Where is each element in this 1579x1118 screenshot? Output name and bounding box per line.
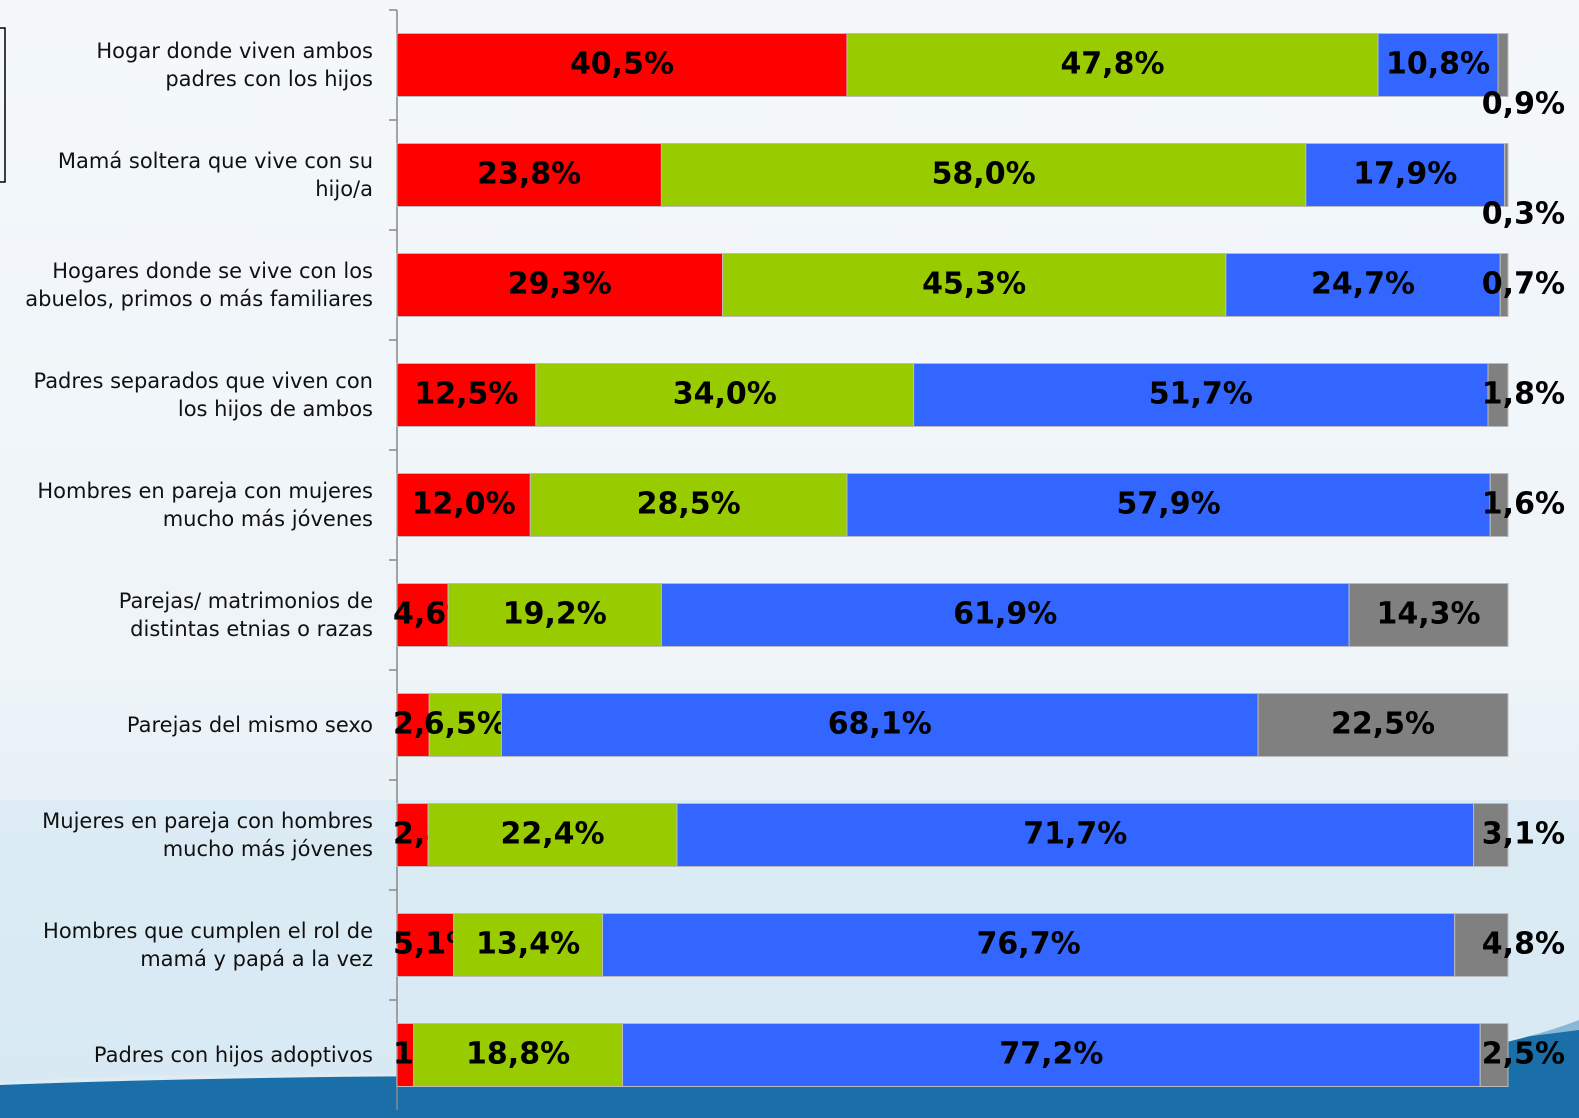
value-label: 23,8% [477,157,581,192]
bar-segment [913,363,1489,427]
value-label: 2,5% [1482,1037,1565,1072]
bar-segment [453,913,604,977]
category-label: Parejas/ matrimonios de distintas etnias… [118,589,373,641]
bar-segment [413,1023,624,1087]
bar-segment [427,803,678,867]
bar-segment [1504,143,1509,207]
value-label: 51,7% [1149,377,1253,412]
value-label: 61,9% [953,597,1057,632]
value-label: 76,7% [977,927,1081,962]
bar-segment [722,253,1227,317]
bar-segment [1305,143,1506,207]
value-label: 34,0% [673,377,777,412]
bar-segment [602,913,1456,977]
value-label: 6,5% [424,707,507,742]
value-label: 18,8% [466,1037,570,1072]
bar-segment [447,583,662,647]
value-label: 0,9% [1482,87,1565,122]
value-label: 10,8% [1386,47,1490,82]
category-label: Parejas del mismo sexo [126,713,373,737]
value-label: 45,3% [922,267,1026,302]
bar-segment [1479,1023,1509,1087]
category-label: Hogares donde se vive con los abuelos, p… [25,259,373,311]
bar-segment [1377,33,1499,97]
value-label: 1,8% [1482,377,1565,412]
value-label: 13,4% [476,927,580,962]
bar-segment [676,803,1475,867]
bar-segment [1473,803,1509,867]
wave [0,1020,1579,1118]
value-label: 17,9% [1353,157,1457,192]
bar-segment [1497,33,1509,97]
bar-segment [396,803,429,867]
value-label: 40,5% [570,47,674,82]
value-label: 12,0% [412,487,516,522]
category-label: Hombres en pareja con mujeres mucho más … [37,479,373,531]
value-label: 22,4% [501,817,605,852]
category-label: Hombres que cumplen el rol de mamá y pap… [43,919,373,971]
bar-segment [396,583,449,647]
value-label: 3,1% [1482,817,1565,852]
value-label: 14,3% [1377,597,1481,632]
bar-segment [396,253,724,317]
value-label: 77,2% [999,1037,1103,1072]
value-label: 71,7% [1023,817,1127,852]
value-label: 19,2% [503,597,607,632]
value-label: 24,7% [1311,267,1415,302]
category-label: Mujeres en pareja con hombres mucho más … [42,809,373,861]
value-label: 4,8% [1482,927,1565,962]
bar-segment [622,1023,1481,1087]
value-label: 22,5% [1331,707,1435,742]
value-label: 0,7% [1482,267,1565,302]
bar-segment [660,583,1350,647]
value-label: 1,6% [1482,487,1565,522]
value-label: 12,5% [414,377,518,412]
bar-segment [1489,473,1509,537]
bar-segment [396,33,848,97]
category-label: Mamá soltera que vive con su hijo/a [57,149,373,201]
bar-segment [1225,253,1501,317]
bar-segment [500,693,1259,757]
value-label: 57,9% [1117,487,1221,522]
category-label: Hogar donde viven ambos padres con los h… [96,39,373,91]
value-label: 0,3% [1482,197,1565,232]
value-label: 58,0% [932,157,1036,192]
bar-segment [535,363,915,427]
value-label: 47,8% [1060,47,1164,82]
bar-segment [396,913,455,977]
value-label: 28,5% [637,487,741,522]
category-label: Padres separados que viven con los hijos… [33,369,373,421]
legend-frame [0,27,6,183]
bar-segment [660,143,1307,207]
value-label: 68,1% [828,707,932,742]
bar-segment [1454,913,1509,977]
bar-segment [1348,583,1509,647]
value-label: 29,3% [508,267,612,302]
bar-segment [396,473,531,537]
bar-segment [1257,693,1509,757]
bar-segment [1487,363,1509,427]
bar-segment [846,473,1491,537]
category-label: Padres con hijos adoptivos [93,1043,373,1067]
bar-segment [529,473,848,537]
bar-segment [846,33,1379,97]
bar-segment [1499,253,1509,317]
